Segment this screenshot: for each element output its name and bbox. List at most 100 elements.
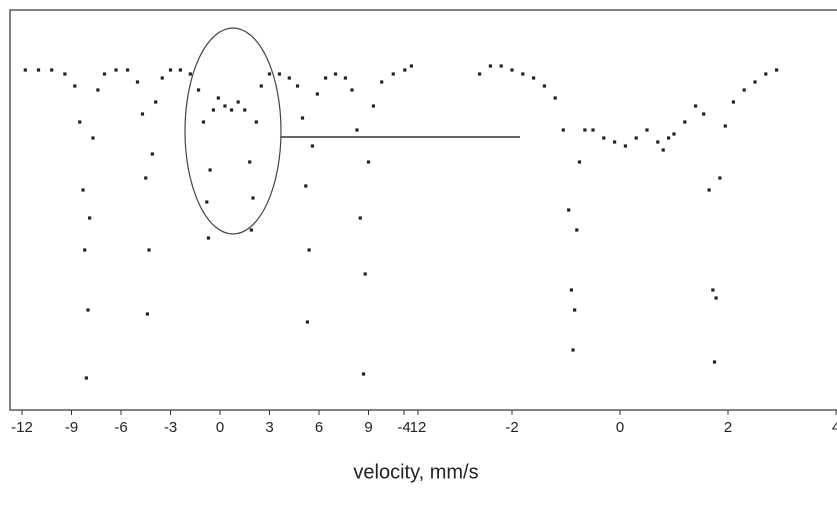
plot-frame [9,9,837,411]
highlight-ellipse [184,27,282,235]
data-point [147,248,151,252]
x-tick-label: -12 [11,419,33,436]
data-point [694,104,698,108]
x-tick-label: 0 [616,419,624,436]
data-point [366,160,371,164]
data-point [160,76,164,80]
data-point [577,160,582,164]
x-tick-label: 4 [832,419,837,436]
data-point [229,108,234,112]
data-point [277,72,281,76]
data-point [86,308,90,312]
data-point [488,64,492,68]
data-point [409,64,413,68]
data-point [553,96,557,100]
data-point [714,296,718,300]
data-point [88,216,92,220]
data-point [667,136,671,140]
data-point [380,80,384,84]
data-point [361,372,366,376]
data-point [267,72,272,76]
x-tick-label: 2 [724,419,732,436]
data-point [208,168,212,172]
data-point [567,208,571,212]
data-point [315,92,319,96]
data-point [403,68,407,72]
data-point [656,140,660,144]
data-point [188,72,192,76]
data-point [350,88,354,92]
data-point [569,288,573,292]
data-point [249,228,253,232]
data-point [206,236,211,240]
data-point [355,128,359,132]
x-tick-label: 0 [216,419,224,436]
x-tick-label: -2 [505,419,518,436]
data-point [623,144,627,148]
data-point [591,128,595,132]
data-point [478,72,482,76]
data-point [711,288,715,292]
data-point [561,128,565,132]
data-point [251,196,255,200]
data-point [602,136,606,140]
data-point [295,84,300,88]
data-point [310,144,314,148]
data-point [300,116,305,120]
x-axis-label: velocity, mm/s [353,461,478,483]
data-point [236,100,240,104]
data-point [753,80,757,84]
data-point [154,100,158,104]
data-point [223,104,227,108]
data-point [723,124,727,128]
data-point [324,76,328,80]
data-point [343,76,347,80]
data-point [140,112,145,116]
data-point [358,216,362,220]
data-point [150,152,154,156]
data-point [499,64,503,68]
data-point [96,88,100,92]
data-point [81,188,85,192]
data-point [216,96,220,100]
data-point [532,76,536,80]
data-point [775,68,779,72]
data-point [135,80,140,84]
data-point [571,348,575,352]
data-point [287,76,291,80]
data-point [50,68,54,72]
data-point [114,68,118,72]
data-point [333,72,338,76]
data-point [613,140,617,144]
x-tick-label: -4 [397,419,410,436]
data-point [259,84,263,88]
x-tick-label: 6 [315,419,323,436]
x-tick-label: -9 [65,419,78,436]
data-point [91,136,95,140]
data-point [683,120,687,124]
data-point [78,120,82,124]
data-point [254,120,258,124]
data-point [144,176,148,180]
data-point [573,308,577,312]
data-point [126,68,130,72]
data-point [718,176,722,180]
data-point [23,68,27,72]
data-point [205,200,209,204]
data-point [304,184,308,188]
x-tick-label: -3 [164,419,177,436]
data-point [84,376,88,380]
data-point [243,108,247,112]
data-point [73,84,77,88]
x-tick-label: -6 [114,419,127,436]
x-tick-label: 12 [410,419,427,436]
data-point [196,88,201,92]
data-point [307,248,311,252]
data-point [661,148,665,152]
data-point [521,72,525,76]
data-point [731,100,735,104]
x-tick-label: 9 [364,419,372,436]
data-point [712,360,717,364]
data-point [764,72,768,76]
data-point [742,88,746,92]
